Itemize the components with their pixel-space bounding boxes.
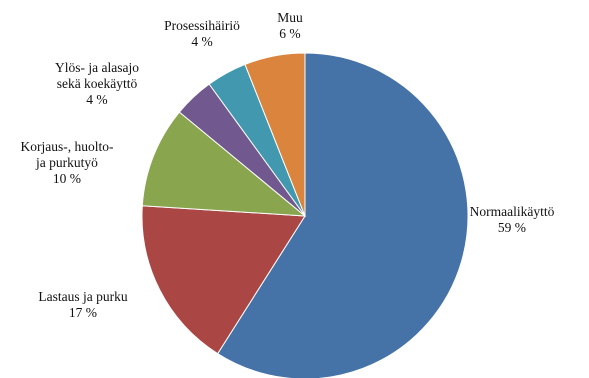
slice-value-label: 4 % — [86, 92, 108, 107]
slice-label-1: Normaalikäyttö 59 % — [470, 204, 555, 236]
pie-slice-3 — [141, 111, 307, 217]
slice-value-label: 10 % — [52, 171, 82, 186]
slice-label-6: Muu 6 % — [277, 10, 303, 42]
pie-slice-6 — [244, 52, 306, 217]
slice-name-line: Normaalikäyttö — [469, 204, 555, 219]
pie-slice-1 — [216, 52, 469, 378]
slice-value-label: 17 % — [68, 305, 98, 320]
pie-slice-2 — [141, 205, 306, 355]
slice-label-4: Ylös- ja alasajo sekä koekäyttö 4 % — [55, 60, 139, 108]
slice-label-2: Lastaus ja purku 17 % — [38, 289, 127, 321]
slice-name-line: ja purkutyö — [36, 155, 98, 170]
slice-name-line: sekä koekäyttö — [56, 76, 138, 91]
slice-name-line: Ylös- ja alasajo — [55, 60, 139, 75]
slice-name-line: Muu — [277, 10, 303, 25]
slice-name-line: Prosessihäiriö — [164, 18, 240, 33]
slice-name-line: Korjaus-, huolto- — [20, 139, 114, 154]
slice-label-3: Korjaus-, huolto-ja purkutyö 10 % — [21, 139, 114, 187]
slice-name-line: Lastaus ja purku — [38, 289, 128, 304]
slice-value-label: 4 % — [191, 34, 213, 49]
slice-value-label: 59 % — [497, 220, 527, 235]
slice-label-5: Prosessihäiriö 4 % — [164, 18, 240, 50]
slice-value-label: 6 % — [279, 26, 301, 41]
